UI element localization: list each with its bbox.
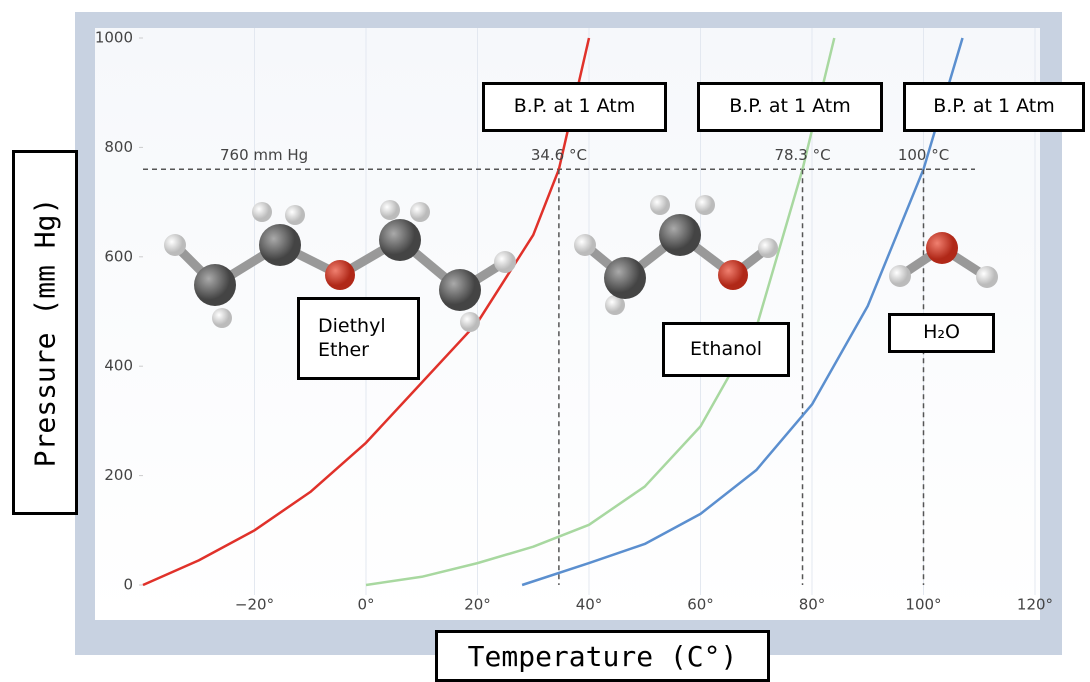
- boiling-point-label: 100 °C: [898, 146, 949, 164]
- note-box: B.P. at 1 Atm: [697, 82, 883, 132]
- x-tick-label: 0°: [357, 596, 374, 614]
- x-tick-label: 40°: [576, 596, 603, 614]
- curve: [142, 37, 591, 587]
- y-tick-label: 1000: [95, 29, 133, 47]
- x-tick-label: 120°: [1017, 596, 1053, 614]
- x-axis-label: Temperature (C°): [435, 630, 770, 682]
- series-name: H₂O: [888, 313, 995, 353]
- boiling-point-label: 78.3 °C: [774, 146, 830, 164]
- curve: [521, 37, 964, 587]
- atoms: [164, 195, 998, 332]
- y-tick-label: 200: [104, 466, 133, 484]
- x-tick-label: 20°: [464, 596, 491, 614]
- x-tick-label: 100°: [905, 596, 941, 614]
- curve: [365, 37, 836, 587]
- series-name: Diethyl Ether: [297, 297, 420, 380]
- series-name: Ethanol: [662, 322, 790, 377]
- y-tick-label: 400: [104, 357, 133, 375]
- y-axis-label: Pressure (mm Hg): [28, 197, 62, 468]
- note-box: B.P. at 1 Atm: [482, 82, 667, 132]
- y-tick-label: 600: [104, 247, 133, 265]
- note-box: B.P. at 1 Atm: [903, 82, 1085, 132]
- y-axis-label-box: Pressure (mm Hg): [12, 150, 78, 515]
- y-tick-label: 0: [123, 576, 133, 594]
- x-tick-label: −20°: [235, 596, 274, 614]
- boiling-point-label: 34.6 °C: [531, 146, 587, 164]
- x-tick-label: 80°: [799, 596, 826, 614]
- y-tick-label: 800: [104, 138, 133, 156]
- reference-label: 760 mm Hg: [220, 146, 308, 164]
- x-tick-label: 60°: [687, 596, 714, 614]
